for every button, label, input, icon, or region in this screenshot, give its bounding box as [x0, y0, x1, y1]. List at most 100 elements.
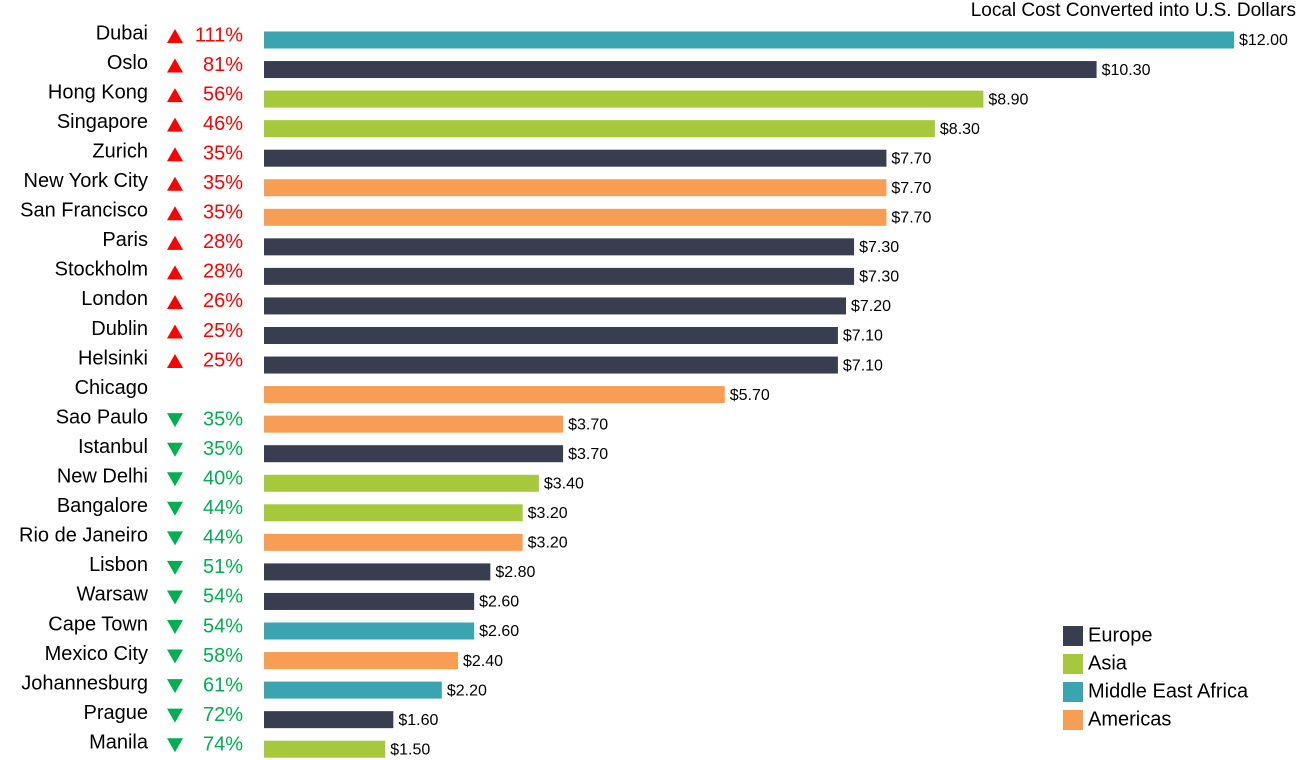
bar: [264, 61, 1097, 79]
value-label: $2.60: [479, 623, 519, 640]
change-label: 44%: [203, 497, 243, 519]
change-label: 56%: [203, 83, 243, 105]
value-label: $2.40: [463, 653, 503, 670]
bar: [264, 652, 458, 670]
y-tick-label: Hong Kong: [48, 81, 148, 103]
y-tick-label: Zurich: [92, 140, 148, 162]
value-label: $1.50: [390, 741, 430, 758]
value-label: $5.70: [730, 387, 770, 404]
bar: [264, 297, 846, 315]
change-label: 35%: [203, 142, 243, 164]
change-label: 28%: [203, 261, 243, 283]
arrow-down: [167, 620, 183, 634]
arrow-down: [167, 472, 183, 487]
change-label: 44%: [203, 527, 243, 549]
bar: [264, 504, 523, 522]
legend-label: Americas: [1088, 708, 1171, 730]
y-tick-label: Helsinki: [78, 347, 148, 369]
bar: [264, 386, 725, 404]
value-label: $8.30: [940, 121, 980, 138]
y-tick-label: Dubai: [96, 22, 148, 44]
y-tick-label: Johannesburg: [21, 672, 148, 694]
arrow-down: [167, 501, 183, 516]
arrow-down: [167, 413, 183, 428]
value-label: $12.00: [1239, 32, 1288, 49]
y-tick-label: Oslo: [107, 52, 148, 74]
bar: [264, 533, 523, 551]
y-tick-label: Istanbul: [78, 436, 148, 458]
y-tick-label: Warsaw: [77, 584, 149, 606]
change-label: 40%: [203, 468, 243, 490]
arrow-up: [167, 294, 183, 309]
change-label: 35%: [203, 408, 243, 430]
arrow-up: [167, 29, 183, 43]
y-tick-label: New York City: [24, 170, 149, 192]
change-label: 25%: [203, 320, 243, 342]
bar: [264, 711, 394, 729]
change-label: 111%: [195, 24, 243, 46]
bar: [264, 149, 887, 167]
value-label: $2.60: [479, 594, 519, 611]
arrow-up: [167, 117, 183, 132]
change-label: 25%: [203, 349, 243, 371]
legend-label: Middle East Africa: [1088, 680, 1249, 702]
y-tick-label: Manila: [89, 731, 149, 753]
bar: [264, 31, 1234, 49]
bar: [264, 208, 887, 226]
arrow-down: [167, 708, 183, 723]
value-label: $10.30: [1102, 62, 1151, 79]
change-label: 81%: [203, 54, 243, 76]
y-tick-label: Sao Paulo: [56, 406, 148, 428]
y-tick-label: Mexico City: [45, 643, 148, 665]
bar: [264, 327, 838, 344]
bar: [264, 90, 984, 108]
bar: [264, 445, 564, 463]
change-label: 58%: [203, 645, 243, 667]
arrow-up: [167, 147, 183, 162]
y-tick-label: San Francisco: [20, 200, 148, 222]
value-label: $2.20: [447, 682, 487, 699]
change-label: 35%: [203, 438, 243, 460]
arrow-up: [167, 88, 183, 103]
y-tick-label: New Delhi: [57, 466, 148, 488]
change-label: 35%: [203, 172, 243, 194]
value-label: $7.70: [891, 150, 931, 167]
value-label: $7.70: [891, 210, 931, 227]
change-label: 72%: [203, 704, 243, 726]
bar: [264, 563, 491, 581]
bar: [264, 592, 475, 610]
bar: [264, 622, 475, 640]
arrow-down: [167, 442, 183, 457]
arrow-down: [167, 560, 183, 575]
y-tick-label: London: [81, 288, 148, 310]
y-tick-label: Prague: [84, 702, 149, 724]
y-tick-label: Chicago: [75, 377, 148, 399]
value-label: $3.70: [568, 416, 608, 433]
value-label: $3.70: [568, 446, 608, 463]
value-label: $7.20: [851, 298, 891, 315]
change-label: 51%: [203, 556, 243, 578]
change-label: 26%: [203, 290, 243, 312]
bar: [264, 179, 887, 197]
y-tick-label: Stockholm: [55, 259, 148, 281]
arrow-up: [167, 354, 183, 369]
arrow-down: [167, 590, 183, 605]
arrow-down: [167, 531, 183, 546]
bar: [264, 120, 935, 138]
y-tick-label: Paris: [102, 229, 148, 251]
arrow-up: [167, 235, 183, 250]
legend-swatch: [1063, 654, 1083, 674]
value-label: $3.20: [528, 535, 568, 552]
bar: [264, 267, 855, 285]
y-tick-label: Dublin: [91, 318, 148, 340]
value-label: $7.10: [843, 328, 883, 345]
y-tick-label: Singapore: [57, 111, 148, 133]
change-label: 74%: [203, 733, 243, 755]
legend-label: Asia: [1088, 652, 1128, 674]
value-label: $7.30: [859, 269, 899, 286]
arrow-down: [167, 649, 183, 664]
value-label: $7.70: [891, 180, 931, 197]
change-label: 35%: [203, 202, 243, 224]
value-label: $3.40: [544, 475, 584, 492]
y-tick-label: Rio de Janeiro: [19, 525, 148, 547]
